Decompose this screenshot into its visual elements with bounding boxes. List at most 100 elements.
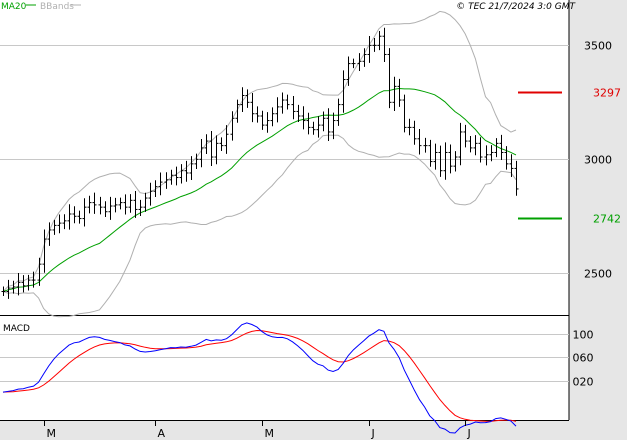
ohlc-bar <box>346 56 351 86</box>
ohlc-bar <box>133 190 138 218</box>
ohlc-bar <box>316 116 321 138</box>
ohlc-bar <box>179 164 184 184</box>
ohlc-bar <box>158 172 163 196</box>
ohlc-bar <box>392 76 397 111</box>
ohlc-bar <box>412 120 417 145</box>
copyright-label: © TEC 21/7/2024 3:0 GMT <box>456 2 576 12</box>
ohlc-bar <box>62 214 67 230</box>
ohlc-bar <box>321 111 326 132</box>
macd-gridlines <box>0 334 569 382</box>
ohlc-bar <box>326 108 331 141</box>
macd-signal-line <box>2 329 517 422</box>
ohlc-bar <box>260 110 265 130</box>
ohlc-bar <box>1 286 6 297</box>
ohlc-bar <box>285 94 290 110</box>
ohlc-bar <box>331 112 336 140</box>
ohlc-bar <box>47 222 52 246</box>
ohlc-bar <box>514 160 519 196</box>
ohlc-bar <box>219 137 224 151</box>
ohlc-bar <box>194 153 199 169</box>
ohlc-bar <box>301 106 306 130</box>
ohlc-bar <box>184 160 189 182</box>
ohlc-bar <box>468 136 473 153</box>
ohlc-bar <box>26 274 31 291</box>
ohlc-bar <box>275 97 280 123</box>
ohlc-bar <box>235 99 240 123</box>
support-label: 2742 <box>593 213 621 226</box>
ohlc-bar <box>372 38 377 52</box>
time-tick-label: J <box>467 427 471 440</box>
time-tick-label: M <box>47 427 57 440</box>
macd-lines <box>2 322 517 434</box>
ohlc-bar <box>255 106 260 123</box>
bband-upper <box>2 10 517 292</box>
ohlc-bar <box>138 199 143 217</box>
ohlc-bar <box>77 210 82 224</box>
ohlc-bar <box>57 214 62 234</box>
ohlc-bar <box>204 134 209 155</box>
price-tick-label: 3500 <box>584 40 612 53</box>
bollinger-bands <box>2 10 517 318</box>
ohlc-bar <box>296 104 301 122</box>
ohlc-bar <box>72 206 77 224</box>
ohlc-bar <box>473 135 478 156</box>
ohlc-bar <box>311 121 316 135</box>
ohlc-bar <box>463 124 468 148</box>
ohlc-bar <box>458 122 463 166</box>
ohlc-bar <box>438 145 443 177</box>
ohlc-bar <box>484 145 489 166</box>
ohlc-bar <box>341 70 346 113</box>
ohlc-bar <box>118 197 123 210</box>
time-axis-panel <box>0 420 627 440</box>
ohlc-bar <box>306 112 311 135</box>
ohlc-bar <box>87 195 92 214</box>
ohlc-bar <box>169 169 174 185</box>
ohlc-bar <box>250 92 255 123</box>
ma20-line <box>2 87 517 292</box>
ohlc-bar <box>67 204 72 230</box>
ohlc-bar <box>148 182 153 206</box>
ohlc-bar <box>16 273 21 296</box>
ohlc-bar <box>478 137 483 163</box>
ohlc-bar <box>417 128 422 155</box>
ohlc-bar <box>265 112 270 133</box>
time-tick-label: M <box>265 427 275 440</box>
ohlc-bar <box>397 78 402 107</box>
ohlc-bar <box>504 146 509 170</box>
ohlc-bar <box>423 137 428 153</box>
ohlc-bar <box>499 134 504 161</box>
ohlc-bar <box>98 196 103 215</box>
price-axis-labels: 3500 3000 2500 100 060 020 <box>573 40 613 389</box>
price-gridlines <box>0 45 569 274</box>
legend-ma20: MA20 <box>1 2 27 12</box>
ohlc-bar <box>433 143 438 170</box>
macd-line <box>2 322 517 434</box>
ohlc-bar <box>357 53 362 71</box>
macd-tick-label: 020 <box>573 376 594 389</box>
ohlc-bar <box>351 58 356 69</box>
ohlc-bar <box>448 144 453 174</box>
ohlc-bar <box>489 145 494 162</box>
ohlc-bar <box>214 135 219 165</box>
macd-tick-label: 100 <box>573 329 594 342</box>
ohlc-bar <box>494 138 499 158</box>
resistance-label: 3297 <box>593 87 621 100</box>
ohlc-bar <box>443 142 448 180</box>
ohlc-bar <box>367 36 372 63</box>
ohlc-bar <box>270 107 275 127</box>
ohlc-bar <box>108 196 113 220</box>
ohlc-bar <box>407 118 412 136</box>
legend: MA20 BBands <box>1 2 81 12</box>
ohlc-bar <box>103 201 108 218</box>
macd-title: MACD <box>3 324 30 334</box>
ohlc-bar <box>21 275 26 293</box>
ohlc-bar <box>31 271 36 288</box>
time-tick-label: J <box>371 427 375 440</box>
ohlc-bar <box>143 192 148 212</box>
ohlc-bar <box>230 111 235 141</box>
ohlc-bar <box>291 95 296 120</box>
ohlc-bar <box>42 229 47 273</box>
moving-average-20 <box>2 87 517 292</box>
